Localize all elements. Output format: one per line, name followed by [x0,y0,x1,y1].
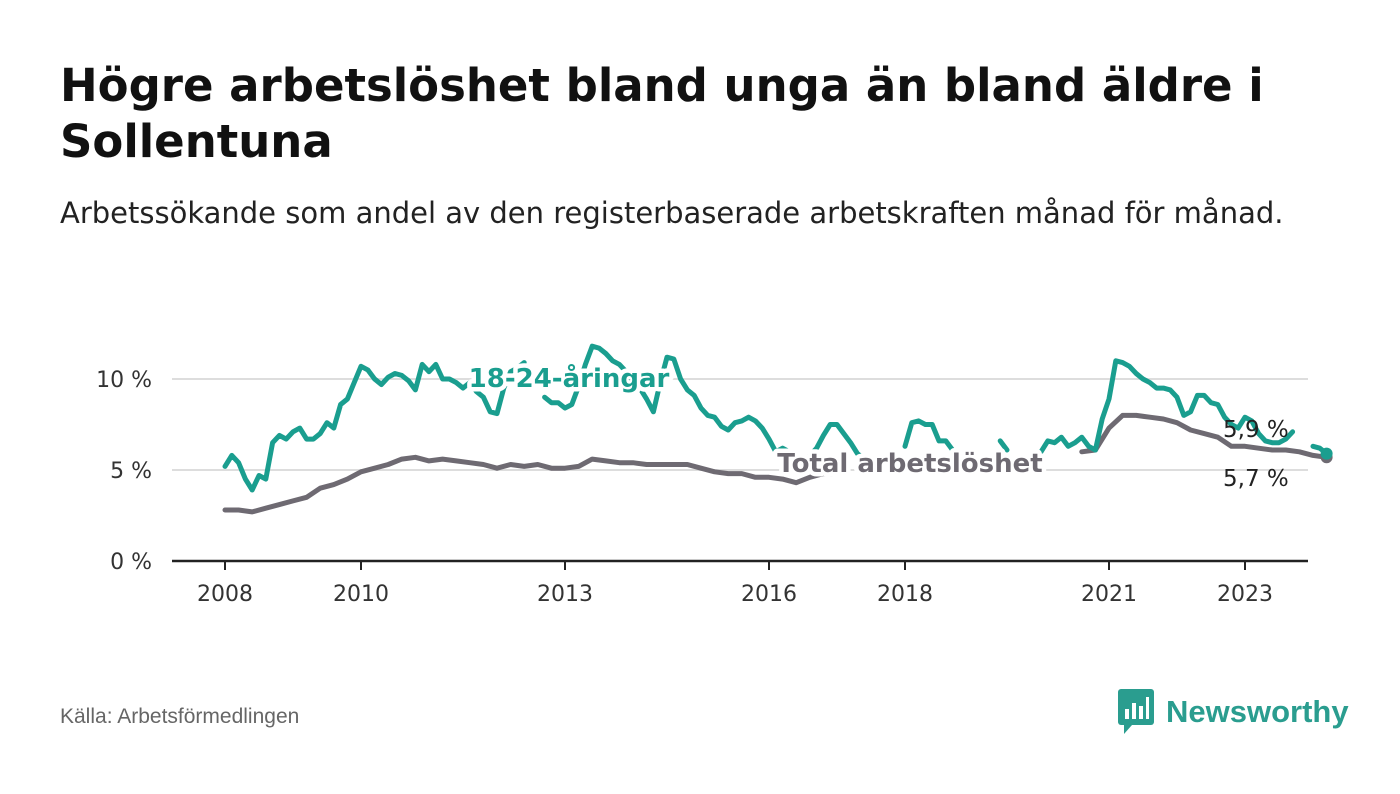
x-tick-label: 2016 [741,582,797,607]
label-youth-halo: 18-24-åringar [469,362,670,394]
chart-title: Högre arbetslöshet bland unga än bland ä… [60,59,1264,168]
label-youth-text: 18-24-åringar [469,362,670,394]
y-tick-label: 5 % [110,459,152,484]
newsworthy-logo: Newsworthy [1118,688,1349,736]
x-axis-ticks: 2008 2010 2013 2016 2018 2021 2023 [197,561,1273,607]
series-lines [222,343,1333,515]
x-tick-label: 2013 [537,582,593,607]
brand-name: Newsworthy [1166,694,1349,729]
y-axis-ticks: 0 % 5 % 10 % [96,368,152,575]
newsworthy-bars-icon [1118,689,1154,734]
y-tick-label: 0 % [110,550,152,575]
label-total-text: Total arbetslöshet [777,449,1042,479]
source-note: Källa: Arbetsförmedlingen [60,705,300,728]
endpoint-marker-youth [1320,447,1333,460]
x-tick-label: 2018 [877,582,933,607]
end-value-total: 5,7 % [1223,466,1289,492]
x-tick-label: 2008 [197,582,253,607]
label-total-halo: Total arbetslöshet [777,449,1042,479]
y-tick-label: 10 % [96,368,152,393]
end-value-youth: 5,9 % [1223,417,1289,443]
series-line-youth [222,343,1330,493]
series-line-total [222,412,1330,515]
x-tick-label: 2023 [1217,582,1273,607]
x-tick-label: 2021 [1081,582,1137,607]
x-tick-label: 2010 [333,582,389,607]
chart-subtitle: Arbetssökande som andel av den registerb… [60,196,1284,230]
